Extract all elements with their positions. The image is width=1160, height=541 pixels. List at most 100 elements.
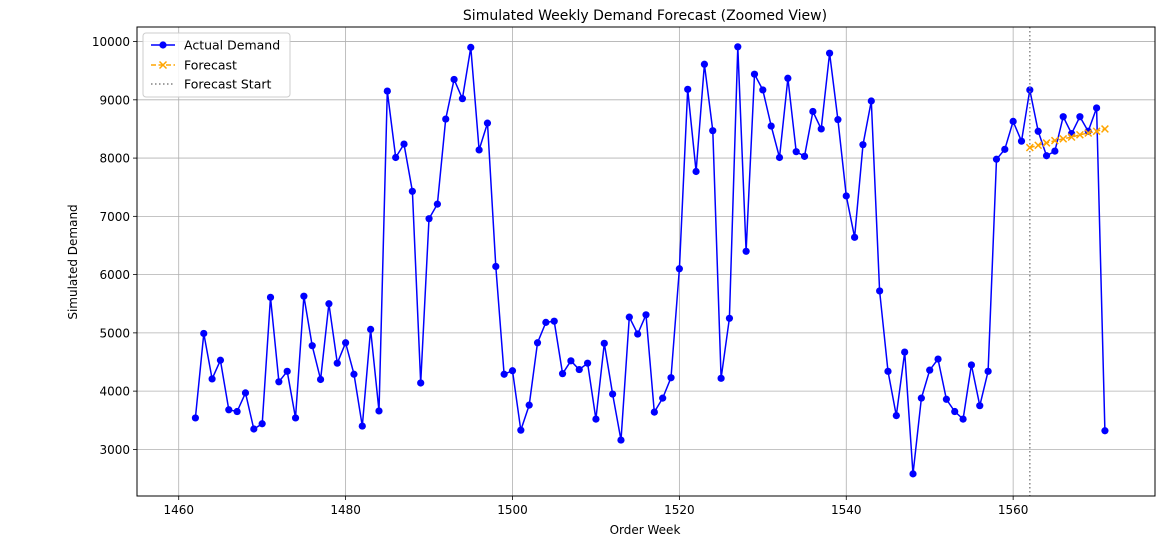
actual-demand-point — [709, 127, 717, 135]
legend-actual-marker — [159, 41, 167, 49]
actual-demand-point — [458, 95, 467, 103]
actual-demand-point — [767, 122, 775, 130]
actual-demand-point — [483, 119, 492, 127]
actual-demand-point — [725, 314, 734, 322]
actual-demand-point — [692, 167, 700, 176]
chart-title: Simulated Weekly Demand Forecast (Zoomed… — [463, 8, 827, 24]
legend-forecast-start-label: Forecast Start — [184, 77, 272, 92]
actual-demand-point — [1076, 113, 1084, 121]
forecast-point — [1025, 143, 1034, 152]
actual-demand-point — [876, 287, 884, 295]
actual-demand-point — [450, 75, 458, 84]
x-axis-label: Order Week — [610, 523, 681, 537]
actual-demand-point — [475, 146, 483, 154]
actual-demand-point — [1051, 147, 1059, 155]
actual-demand-point — [867, 97, 875, 105]
actual-demand-point — [792, 148, 800, 156]
legend-entry-actual: Actual Demand — [151, 38, 280, 53]
actual-demand-point — [834, 116, 842, 124]
grid — [137, 27, 1155, 496]
actual-demand-point — [775, 153, 784, 162]
actual-demand-point — [400, 140, 408, 148]
actual-demand-point — [392, 153, 400, 162]
forecast-point — [1084, 129, 1093, 137]
actual-demand-point — [825, 49, 834, 57]
actual-demand-point — [358, 422, 366, 430]
actual-demand-point — [241, 389, 250, 397]
actual-demand-point — [617, 436, 625, 444]
actual-demand-point — [642, 311, 650, 319]
actual-demand-point — [542, 318, 550, 326]
actual-demand-point — [842, 192, 850, 200]
actual-demand-point — [342, 339, 350, 347]
actual-demand-point — [817, 125, 825, 133]
actual-demand-point — [583, 359, 592, 367]
actual-demand-point — [433, 200, 441, 208]
actual-demand-point — [759, 86, 767, 94]
actual-demand-point — [492, 262, 500, 271]
actual-demand-point — [892, 412, 900, 420]
x-tick-label: 1560 — [998, 503, 1029, 517]
y-tick-label: 8000 — [99, 152, 130, 166]
actual-demand-point — [425, 215, 433, 223]
actual-demand-point — [717, 374, 725, 382]
actual-demand-point — [884, 367, 892, 375]
actual-demand-point — [659, 394, 667, 402]
forecast-point — [1042, 139, 1051, 147]
actual-demand-point — [1009, 117, 1017, 125]
actual-demand-point — [734, 43, 742, 51]
actual-demand-line — [194, 46, 1106, 475]
actual-demand-point — [533, 339, 542, 347]
legend: Actual Demand Forecast Forecast Start — [142, 32, 291, 98]
actual-demand-point — [316, 375, 325, 384]
actual-demand-point — [784, 74, 792, 82]
actual-demand-point — [625, 313, 633, 321]
actual-demand-point — [233, 407, 241, 416]
x-axis: 1460 1480 1500 1520 1540 1560 — [163, 496, 1028, 517]
y-axis-label: Simulated Demand — [66, 204, 80, 319]
actual-demand-point — [467, 43, 475, 51]
forecast-point — [1059, 134, 1068, 143]
actual-demand-point — [959, 415, 967, 423]
actual-demand-point — [600, 339, 608, 347]
x-tick-label: 1540 — [831, 503, 862, 517]
forecast-line — [1029, 128, 1106, 149]
actual-demand-point — [851, 233, 859, 241]
actual-demand-point — [225, 406, 233, 414]
y-tick-label: 3000 — [99, 443, 130, 457]
actual-demand-point — [291, 414, 300, 422]
y-tick-label: 7000 — [99, 210, 130, 224]
actual-demand-point — [283, 367, 291, 375]
actual-demand-point — [216, 356, 225, 364]
y-tick-label: 10000 — [92, 35, 130, 49]
actual-demand-point — [1001, 145, 1009, 153]
actual-demand-point — [333, 359, 341, 367]
actual-demand-point — [208, 375, 216, 383]
actual-demand-point — [417, 379, 425, 387]
actual-demand-point — [325, 300, 333, 308]
actual-demand-point — [191, 414, 200, 422]
axes-frame — [136, 26, 1156, 497]
actual-demand-point — [1101, 427, 1109, 435]
actual-demand-point — [675, 265, 683, 273]
actual-demand-point — [934, 355, 942, 363]
actual-demand-point — [442, 115, 450, 123]
actual-demand-point — [951, 407, 959, 416]
actual-demand-point — [558, 370, 567, 378]
actual-demand-point — [609, 390, 617, 398]
y-tick-label: 9000 — [99, 93, 130, 107]
actual-demand-point — [984, 367, 992, 375]
actual-demand-point — [859, 141, 867, 149]
actual-demand-point — [700, 60, 709, 68]
legend-box — [142, 32, 291, 98]
actual-demand-point — [909, 470, 917, 478]
plot-area — [191, 27, 1109, 496]
forecast-point — [1075, 130, 1084, 139]
forecast-point — [1050, 136, 1059, 145]
actual-demand-point — [1026, 86, 1034, 94]
forecast-point — [1100, 125, 1109, 133]
actual-demand-point — [800, 152, 809, 160]
legend-entry-forecast: Forecast — [151, 58, 237, 73]
x-tick-label: 1500 — [497, 503, 528, 517]
